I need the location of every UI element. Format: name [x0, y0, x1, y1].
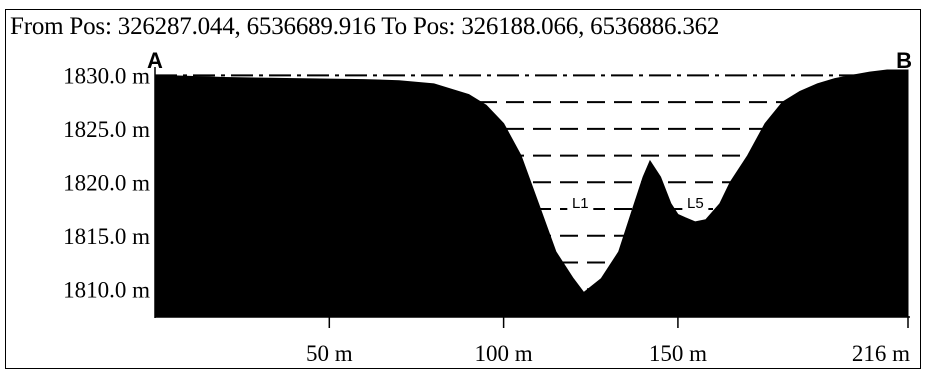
profile-point-label: A	[147, 48, 163, 73]
annotation-label: L5	[687, 195, 704, 212]
y-tick-label: 1820.0 m	[63, 170, 150, 195]
terrain-profile-area	[154, 69, 909, 317]
y-tick-label: 1830.0 m	[63, 63, 150, 88]
x-tick-label: 216 m	[852, 341, 910, 366]
x-tick-label: 150 m	[649, 341, 707, 366]
to-pos-label: To Pos:	[381, 13, 456, 40]
profile-point-label: B	[896, 48, 912, 73]
y-tick-label: 1815.0 m	[63, 224, 150, 249]
to-pos-value: 326188.066, 6536886.362	[461, 13, 720, 40]
from-pos-value: 326287.044, 6536689.916	[117, 13, 376, 40]
y-tick-label: 1825.0 m	[63, 117, 150, 142]
x-tick-label: 100 m	[475, 341, 533, 366]
position-header: From Pos: 326287.044, 6536689.916 To Pos…	[10, 13, 922, 41]
annotation-background	[567, 193, 594, 212]
from-pos-label: From Pos:	[10, 13, 112, 40]
annotation-label: L1	[572, 195, 589, 212]
annotation-background	[682, 193, 709, 212]
y-tick-label: 1810.0 m	[63, 277, 150, 302]
x-tick-label: 50 m	[306, 341, 353, 366]
